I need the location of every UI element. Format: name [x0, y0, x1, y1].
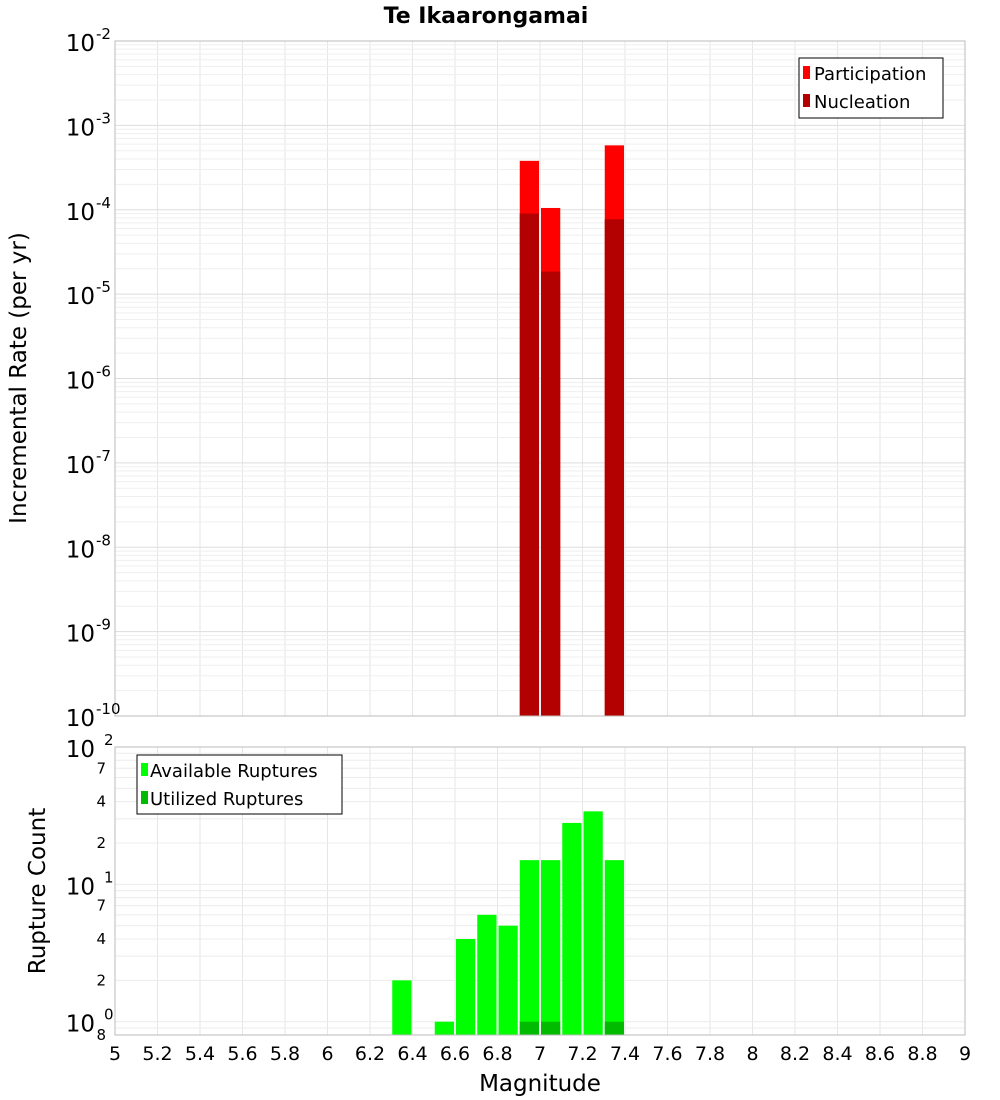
y-tick-exponent: -10 — [96, 700, 121, 718]
legend-swatch-available-ruptures — [141, 763, 148, 776]
top-y-axis-label: Incremental Rate (per yr) — [6, 232, 32, 524]
y-tick-label: 10 — [66, 537, 95, 563]
x-tick-label: 7.6 — [652, 1043, 682, 1065]
x-axis-label: Magnitude — [479, 1071, 601, 1097]
y-minor-tick-label: 2 — [96, 971, 106, 989]
bar-utilized-ruptures — [519, 1021, 539, 1035]
y-minor-tick-label: 4 — [96, 930, 106, 948]
y-tick-label: 10 — [66, 874, 95, 900]
bar-available-ruptures — [434, 1021, 454, 1035]
y-tick-exponent: 0 — [104, 1006, 114, 1024]
bottom-bars — [392, 811, 624, 1035]
x-tick-label: 7.2 — [567, 1043, 597, 1065]
top-bars — [519, 145, 624, 717]
y-tick-exponent: 1 — [104, 868, 114, 886]
x-tick-label: 7.8 — [695, 1043, 725, 1065]
y-tick-label: 10 — [66, 31, 95, 57]
bottom-plot-frame — [114, 746, 966, 1036]
x-tick-labels: 5 5.2 5.4 5.6 5.8 6 6.2 6.4 6.6 6.8 7 7.2 7.4 7.6 7.8 8… — [109, 1043, 971, 1065]
x-tick-label: 8.6 — [865, 1043, 895, 1065]
y-tick-exponent: -8 — [96, 531, 111, 549]
bottom-legend: Available Ruptures Utilized Ruptures — [136, 754, 343, 815]
x-tick-label: 8.4 — [822, 1043, 852, 1065]
top-plot-frame — [114, 40, 966, 717]
y-tick-exponent: -6 — [96, 363, 111, 381]
bar-utilized-ruptures — [604, 1021, 624, 1035]
bar-available-ruptures — [456, 939, 476, 1035]
legend-swatch-nucleation — [803, 94, 810, 107]
x-tick-label: 5.2 — [142, 1043, 172, 1065]
bar-available-ruptures — [583, 811, 603, 1035]
y-minor-tick-label: 4 — [96, 793, 106, 811]
top-y-tick-labels: 10-210-310-410-510-610-710-810-910-10 — [66, 25, 121, 732]
y-tick-label: 10 — [66, 115, 95, 141]
y-tick-label: 10 — [66, 200, 95, 226]
x-tick-label: 8.8 — [907, 1043, 937, 1065]
bar-available-ruptures — [604, 860, 624, 1035]
y-tick-exponent: 2 — [104, 731, 114, 749]
bar-available-ruptures — [519, 860, 539, 1035]
x-tick-label: 7 — [534, 1043, 546, 1065]
bar-available-ruptures — [541, 860, 561, 1035]
y-tick-label: 10 — [66, 369, 95, 395]
y-minor-tick-label: 8 — [96, 1026, 106, 1044]
y-tick-label: 10 — [66, 284, 95, 310]
legend-label-nucleation: Nucleation — [814, 92, 910, 113]
legend-label-utilized-ruptures: Utilized Ruptures — [150, 789, 303, 810]
legend-label-available-ruptures: Available Ruptures — [150, 761, 318, 782]
x-tick-label: 6.2 — [355, 1043, 385, 1065]
y-tick-label: 10 — [66, 1012, 95, 1038]
bar-nucleation — [541, 271, 561, 716]
x-tick-label: 7.4 — [610, 1043, 640, 1065]
top-plot: 10-210-310-410-510-610-710-810-910-10 In… — [6, 25, 966, 732]
bottom-y-axis-label: Rupture Count — [25, 808, 51, 974]
x-tick-label: 5 — [109, 1043, 121, 1065]
y-minor-tick-label: 7 — [96, 897, 106, 915]
x-tick-label: 6.6 — [440, 1043, 470, 1065]
x-tick-label: 5.4 — [185, 1043, 215, 1065]
bar-nucleation — [519, 213, 539, 717]
bottom-legend-box — [136, 754, 343, 815]
y-tick-label: 10 — [66, 737, 95, 763]
top-grid — [114, 41, 966, 717]
y-tick-label: 10 — [66, 622, 95, 648]
y-tick-exponent: -4 — [96, 194, 111, 212]
x-tick-label: 5.6 — [227, 1043, 257, 1065]
y-tick-exponent: -5 — [96, 278, 111, 296]
bar-available-ruptures — [498, 925, 518, 1035]
y-tick-label: 10 — [66, 453, 95, 479]
legend-swatch-participation — [803, 66, 810, 79]
y-minor-tick-label: 2 — [96, 834, 106, 852]
x-tick-label: 5.8 — [270, 1043, 300, 1065]
y-tick-label: 10 — [66, 706, 95, 732]
x-tick-label: 6.4 — [397, 1043, 427, 1065]
x-tick-label: 6.8 — [482, 1043, 512, 1065]
y-tick-exponent: -9 — [96, 616, 111, 634]
bottom-plot: 10 2 10 1 10 0 7 4 2 7 4 2 8 5 5.2 5.4 5.6 5.8 6 6.2 6.4 6.6… — [25, 731, 971, 1097]
y-tick-exponent: -7 — [96, 447, 111, 465]
x-tick-label: 8 — [746, 1043, 758, 1065]
y-minor-tick-label: 7 — [96, 759, 106, 777]
bar-nucleation — [604, 219, 624, 717]
top-legend-box — [798, 57, 944, 119]
bar-available-ruptures — [477, 914, 497, 1035]
top-legend: Participation Nucleation — [798, 57, 944, 119]
bar-utilized-ruptures — [541, 1021, 561, 1035]
x-tick-label: 6 — [321, 1043, 333, 1065]
x-tick-label: 8.2 — [780, 1043, 810, 1065]
y-tick-exponent: -3 — [96, 109, 111, 127]
bottom-y-tick-labels: 10 2 10 1 10 0 7 4 2 7 4 2 8 — [66, 731, 114, 1044]
bar-available-ruptures — [562, 822, 582, 1035]
chart-title: Te Ikaarongamai — [384, 4, 589, 29]
legend-swatch-utilized-ruptures — [141, 791, 148, 804]
x-tick-label: 9 — [959, 1043, 971, 1065]
y-tick-exponent: -2 — [96, 25, 111, 43]
bar-available-ruptures — [392, 980, 412, 1035]
legend-label-participation: Participation — [814, 64, 926, 85]
